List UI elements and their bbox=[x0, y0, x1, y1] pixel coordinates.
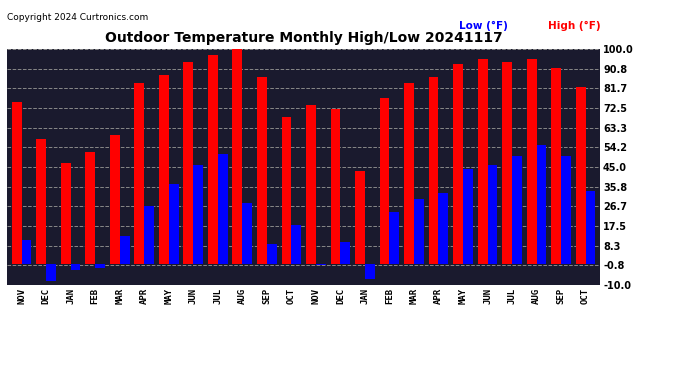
Text: Copyright 2024 Curtronics.com: Copyright 2024 Curtronics.com bbox=[7, 13, 148, 22]
Bar bbox=[218, 154, 228, 264]
Bar bbox=[95, 264, 105, 268]
Bar bbox=[242, 203, 252, 264]
Bar bbox=[267, 244, 277, 264]
Bar bbox=[184, 62, 193, 264]
Bar bbox=[586, 190, 595, 264]
Bar bbox=[512, 156, 522, 264]
Bar bbox=[316, 264, 326, 265]
Bar bbox=[340, 242, 351, 264]
Bar bbox=[414, 199, 424, 264]
Bar bbox=[306, 105, 316, 264]
Text: High (°F): High (°F) bbox=[548, 21, 600, 31]
Bar bbox=[291, 225, 301, 264]
Title: Outdoor Temperature Monthly High/Low 20241117: Outdoor Temperature Monthly High/Low 202… bbox=[105, 31, 502, 45]
Bar bbox=[86, 152, 95, 264]
Bar bbox=[208, 55, 218, 264]
Bar bbox=[380, 98, 389, 264]
Bar bbox=[282, 117, 291, 264]
Bar bbox=[477, 60, 488, 264]
Bar bbox=[37, 139, 46, 264]
Bar bbox=[404, 83, 414, 264]
Bar bbox=[488, 165, 497, 264]
Bar bbox=[365, 264, 375, 279]
Bar bbox=[355, 171, 365, 264]
Bar bbox=[428, 76, 438, 264]
Bar bbox=[119, 236, 130, 264]
Bar bbox=[463, 169, 473, 264]
Bar bbox=[169, 184, 179, 264]
Bar bbox=[502, 62, 512, 264]
Bar bbox=[575, 87, 586, 264]
Bar bbox=[526, 60, 537, 264]
Bar bbox=[561, 156, 571, 264]
Bar bbox=[21, 240, 32, 264]
Bar bbox=[144, 206, 154, 264]
Bar bbox=[110, 135, 119, 264]
Bar bbox=[61, 163, 70, 264]
Bar bbox=[257, 76, 267, 264]
Bar bbox=[193, 165, 203, 264]
Bar bbox=[331, 109, 340, 264]
Bar bbox=[389, 212, 400, 264]
Bar bbox=[135, 83, 144, 264]
Bar bbox=[453, 64, 463, 264]
Bar bbox=[537, 146, 546, 264]
Text: Low (°F): Low (°F) bbox=[460, 21, 509, 31]
Bar bbox=[46, 264, 56, 281]
Bar bbox=[70, 264, 81, 270]
Bar bbox=[159, 75, 169, 264]
Bar bbox=[233, 49, 242, 264]
Bar bbox=[551, 68, 561, 264]
Bar bbox=[438, 193, 449, 264]
Bar bbox=[12, 102, 21, 264]
